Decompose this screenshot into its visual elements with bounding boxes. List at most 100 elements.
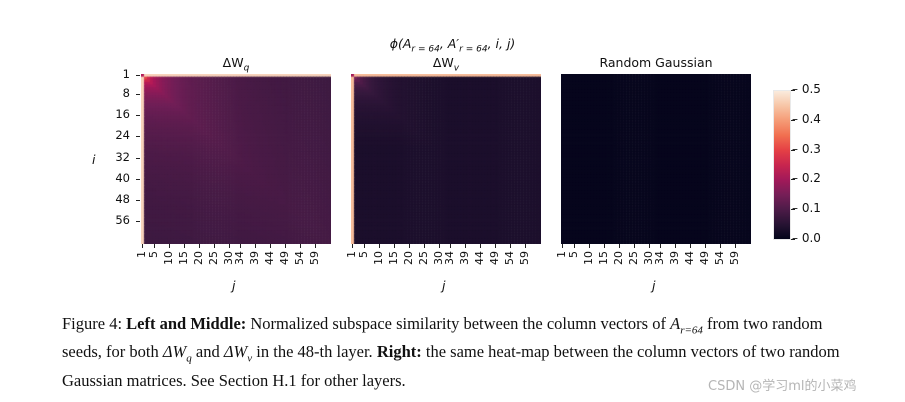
- x-tick-mark: [704, 244, 706, 248]
- x-axis-label-3: j: [652, 278, 656, 293]
- y-tick-label: 1: [122, 67, 130, 82]
- y-tick-mark: [136, 178, 140, 180]
- x-tick-label: 20: [401, 251, 415, 265]
- x-tick-label: 34: [443, 251, 457, 265]
- x-tick-mark: [284, 244, 286, 248]
- x-tick-mark: [228, 244, 230, 248]
- heatmap-gaussian: [561, 74, 751, 244]
- x-tick-label: 34: [653, 251, 667, 265]
- colorbar-tick-mark: [791, 149, 795, 151]
- x-tick-mark: [213, 244, 215, 248]
- x-tick-mark: [465, 244, 467, 248]
- x-tick-label: 5: [567, 250, 581, 258]
- y-tick-mark: [136, 221, 140, 223]
- watermark-text: CSDN @学习ml的小菜鸡: [708, 379, 857, 394]
- x-tick-mark: [509, 244, 511, 248]
- colorbar-tick-mark: [791, 239, 795, 240]
- y-tick-label: 16: [115, 107, 130, 122]
- x-tick-mark: [633, 244, 635, 248]
- x-tick-label: 39: [458, 251, 472, 265]
- x-tick-label: 39: [248, 251, 262, 265]
- x-tick-mark: [604, 244, 606, 248]
- colorbar-tick-label: – 0.3: [792, 141, 821, 156]
- y-tick-label: 40: [115, 170, 130, 185]
- y-tick-label: 48: [115, 192, 130, 207]
- x-tick-label: 15: [597, 251, 611, 265]
- x-tick-mark: [423, 244, 425, 248]
- x-tick-mark: [574, 244, 576, 248]
- x-tick-label: 25: [626, 251, 640, 265]
- x-tick-label: 15: [177, 251, 191, 265]
- x-tick-mark: [524, 244, 526, 248]
- x-tick-mark: [184, 244, 186, 248]
- x-tick-mark: [494, 244, 496, 248]
- caption-text-4: the same heat-map between the column vec…: [62, 342, 840, 390]
- x-tick-mark: [142, 244, 144, 248]
- y-tick-mark: [136, 75, 140, 77]
- y-tick-label: 32: [115, 149, 130, 164]
- caption-math-a: Ar=64: [670, 314, 703, 337]
- x-tick-label: 20: [191, 251, 205, 265]
- x-tick-label: 54: [292, 251, 306, 265]
- x-tick-mark: [314, 244, 316, 248]
- x-tick-mark: [719, 244, 721, 248]
- y-tick-mark: [136, 200, 140, 202]
- x-tick-label: 59: [307, 251, 321, 265]
- caption-and: and: [195, 342, 220, 362]
- x-tick-mark: [154, 244, 156, 248]
- x-tick-mark: [240, 244, 242, 248]
- x-tick-mark: [562, 244, 564, 248]
- y-tick-label: 56: [115, 213, 130, 228]
- x-tick-label: 54: [712, 251, 726, 265]
- x-tick-mark: [450, 244, 452, 248]
- colorbar-tick-label: – 0.4: [792, 111, 821, 126]
- heatmap-wv: [351, 74, 541, 244]
- x-tick-label: 10: [582, 251, 596, 265]
- panel-title-wq: ΔWq: [222, 55, 250, 74]
- x-axis-label-1: j: [232, 278, 236, 293]
- caption-math-wq: ΔWq: [162, 342, 192, 365]
- y-axis-label: i: [92, 152, 96, 167]
- x-tick-mark: [675, 244, 677, 248]
- x-tick-mark: [379, 244, 381, 248]
- x-axis-label-2: j: [442, 278, 446, 293]
- x-tick-label: 49: [277, 251, 291, 265]
- caption-text-2: from two random seeds, for both: [62, 314, 823, 362]
- x-tick-mark: [364, 244, 366, 248]
- x-tick-mark: [734, 244, 736, 248]
- y-tick-mark: [136, 93, 140, 95]
- x-tick-label: 15: [387, 251, 401, 265]
- caption-text-1: Normalized subspace similarity between t…: [250, 314, 666, 333]
- panel-title-wv: ΔWv: [432, 55, 460, 74]
- x-tick-mark: [394, 244, 396, 248]
- x-tick-mark: [198, 244, 200, 248]
- figure: ϕ(Ar = 64, A′r = 64, i, j) ΔWq ΔWv Rando…: [92, 36, 821, 293]
- colorbar-tick-mark: [791, 90, 795, 91]
- x-tick-label: 44: [473, 251, 487, 265]
- x-tick-label: 44: [263, 251, 277, 265]
- figure-caption: Figure 4: Left and Middle: Normalized su…: [62, 313, 862, 391]
- x-tick-mark: [255, 244, 257, 248]
- x-tick-mark: [270, 244, 272, 248]
- x-tick-label: 59: [517, 251, 531, 265]
- colorbar: [773, 90, 791, 240]
- caption-text-3: in the 48-th layer.: [256, 342, 373, 362]
- y-tick-mark: [136, 157, 140, 159]
- caption-bold-left-middle: Left and Middle:: [126, 314, 247, 333]
- caption-math-wv: ΔWv: [223, 342, 253, 365]
- x-tick-mark: [438, 244, 440, 248]
- x-tick-label: 44: [683, 251, 697, 265]
- x-tick-label: 5: [357, 250, 371, 258]
- colorbar-tick-label: – 0.1: [792, 201, 821, 216]
- caption-bold-right: Right:: [376, 342, 422, 362]
- x-tick-label: 34: [233, 251, 247, 265]
- x-tick-label: 49: [487, 251, 501, 265]
- x-tick-label: 25: [416, 251, 430, 265]
- x-tick-label: 25: [206, 251, 220, 265]
- x-tick-mark: [589, 244, 591, 248]
- x-tick-mark: [299, 244, 301, 248]
- x-tick-mark: [352, 244, 354, 248]
- colorbar-tick-label: – 0.0: [792, 231, 821, 245]
- heatmap-wq: [141, 74, 331, 244]
- x-tick-label: 49: [697, 251, 711, 265]
